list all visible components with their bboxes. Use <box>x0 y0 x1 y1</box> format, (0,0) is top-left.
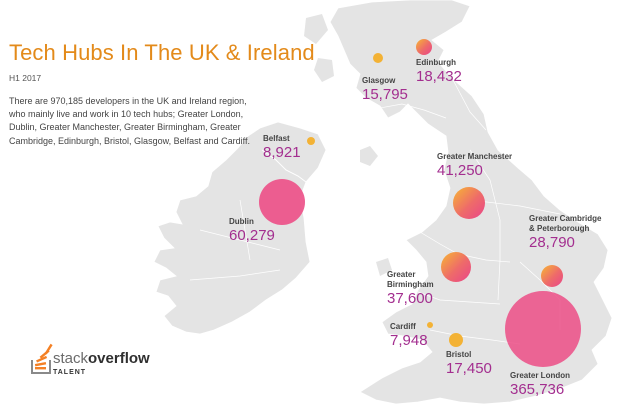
page-description: There are 970,185 developers in the UK a… <box>9 96 250 146</box>
bubble-cardiff[interactable] <box>427 322 433 328</box>
page-subtitle: H1 2017 <box>9 73 42 83</box>
hub-name: Greater Birmingham <box>387 270 434 289</box>
bubble-glasgow[interactable] <box>373 53 383 63</box>
logo-wordmark: stackoverflow <box>53 350 150 367</box>
bubble-edinburgh[interactable] <box>416 39 432 55</box>
island <box>376 258 392 276</box>
hub-value: 17,450 <box>446 360 492 377</box>
hub-name: Edinburgh <box>416 58 456 67</box>
hub-value: 15,795 <box>362 86 408 103</box>
bubble-greater-birmingham[interactable] <box>441 252 471 282</box>
hub-label-dublin: Dublin 60,279 <box>229 217 275 244</box>
hub-value: 8,921 <box>263 144 301 161</box>
hub-value: 28,790 <box>529 234 575 251</box>
hub-label-greater-manchester: Greater Manchester 41,250 <box>437 152 512 179</box>
stack-overflow-logo-icon <box>31 343 53 374</box>
hub-name: Bristol <box>446 350 472 359</box>
hub-value: 41,250 <box>437 162 483 179</box>
hub-name: Dublin <box>229 217 254 226</box>
hub-label-bristol: Bristol 17,450 <box>446 350 492 377</box>
hub-name: Greater Cambridge & Peterborough <box>529 214 602 233</box>
bubble-greater-london[interactable] <box>505 291 581 367</box>
hub-name: Greater Manchester <box>437 152 513 161</box>
page-title: Tech Hubs In The UK & Ireland <box>9 40 315 65</box>
island <box>304 14 328 44</box>
hub-label-greater-london: Greater London 365,736 <box>510 371 570 398</box>
bubble-greater-manchester[interactable] <box>453 187 485 219</box>
hub-value: 60,279 <box>229 227 275 244</box>
logo-talent-text: TALENT <box>53 369 87 376</box>
bubble-greater-cambridge[interactable] <box>541 265 563 287</box>
hub-value: 37,600 <box>387 290 433 307</box>
hub-name: Greater London <box>510 371 571 380</box>
hub-label-edinburgh: Edinburgh 18,432 <box>416 58 462 85</box>
hub-name: Cardiff <box>390 322 416 331</box>
hub-value: 7,948 <box>390 332 428 349</box>
hub-label-cardiff: Cardiff 7,948 <box>390 322 428 349</box>
hub-name: Belfast <box>263 134 290 143</box>
island <box>314 58 334 82</box>
bubble-bristol[interactable] <box>449 333 463 347</box>
bubble-dublin[interactable] <box>259 179 305 225</box>
island <box>360 146 378 166</box>
logo-overflow-text: overflow <box>88 350 150 367</box>
hub-label-glasgow: Glasgow 15,795 <box>362 76 408 103</box>
hub-value: 18,432 <box>416 68 462 85</box>
hub-label-greater-birmingham: Greater Birmingham 37,600 <box>387 270 447 307</box>
hub-value: 365,736 <box>510 381 565 398</box>
hub-name: Glasgow <box>362 76 396 85</box>
hub-label-belfast: Belfast 8,921 <box>263 134 301 161</box>
hub-label-greater-cambridge: Greater Cambridge & Peterborough 28,790 <box>529 214 609 251</box>
bubble-belfast[interactable] <box>307 137 315 145</box>
logo-stack-text: stack <box>53 350 89 367</box>
